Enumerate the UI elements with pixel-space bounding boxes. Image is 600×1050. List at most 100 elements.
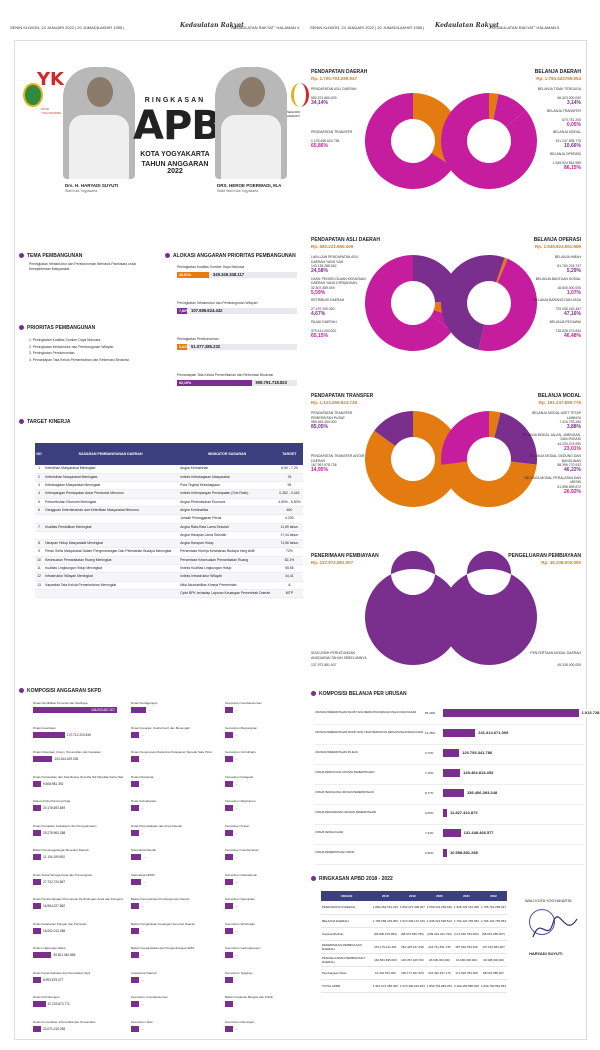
target-header-cell: NO xyxy=(35,443,44,465)
table-cell: Gangguan Ketenteraman dan Ketertiban Mas… xyxy=(43,506,179,516)
table-cell: Indeks Ketimpangan Pendapatan (Gini Rati… xyxy=(178,489,276,499)
table-row: 12 Infrastruktur Wilayah Meningkat Indeks … xyxy=(35,572,303,582)
skpd-value: 103.164.429.335 xyxy=(54,757,79,761)
hero-kicker: RINGKASAN xyxy=(144,97,206,104)
table-row: BELANJA DAERAH 1.795.668.229.006 1.970.336… xyxy=(321,914,507,928)
modal-label-value: 51.598.899.872 xyxy=(557,484,581,489)
urusan-bar: 131.448.466.577 xyxy=(443,829,495,837)
alokasi-title: ALOKASI ANGGARAN PRIORITAS PEMBANGUNAN xyxy=(165,253,296,259)
modal-label-name: BELANJA MODAL JALAN, JARINGAN, DAN IRIGA… xyxy=(521,432,581,442)
belanja-label-pct: 86,15% xyxy=(564,164,581,171)
skpd-item: Badan Pengelolaan Keuangan dan Aset Daer… xyxy=(131,922,221,947)
skpd-label: Badan Kepegawaian dan Pengembangan SDM xyxy=(131,946,195,950)
pendapatan-label-value: 582.221.660.409 xyxy=(311,96,337,100)
skpd-item: Dinas Pemberdayaan Perempuan Perlindunga… xyxy=(33,897,123,922)
donut-slice xyxy=(365,255,453,351)
skpd-label: Badan Penanggulangan Bencana Daerah xyxy=(33,848,89,852)
table-cell: 0,282 - 0,415 xyxy=(275,489,303,499)
skpd-label: Dinas Pariwisata xyxy=(131,774,154,779)
skpd-value: ... xyxy=(141,830,144,835)
modal-label-name: BELANJA MODAL PERALATAN DAN MESIN xyxy=(524,475,581,485)
pendapatan-title: PENDAPATAN DAERAH xyxy=(311,69,368,75)
prioritas-item: 3. Peningkatan Perekonomian. xyxy=(29,351,76,355)
donut-slice xyxy=(493,93,526,127)
mayor-name: Drs. H. HARYADI SUYUTI xyxy=(65,183,119,188)
table-row: Surplus/(Defisit) (96.806.079.983) (88.376… xyxy=(321,927,507,941)
skpd-item: Kemantren Wirobrajan... xyxy=(225,922,305,947)
skpd-value: ... xyxy=(235,830,238,835)
skpd-bar: ... xyxy=(131,878,146,885)
table-cell xyxy=(35,514,44,524)
modal-label-name: BELANJA MODAL GEDUNG DAN BANGUNAN xyxy=(529,454,581,463)
modal-label-pct: 3,88% xyxy=(566,424,581,430)
urusan-pct: 13,45% xyxy=(425,731,436,735)
alokasi-pct: 62,10% xyxy=(179,381,192,385)
pad-label-pct: 24,58% xyxy=(311,268,328,274)
operasi-label-pct: 5,29% xyxy=(566,268,581,274)
table-cell: Nilai Akuntabilitas Kinerja Pemerintah xyxy=(178,581,276,590)
belanja-label-name: BELANJA TRANSFER xyxy=(546,108,581,113)
pendapatan-label-pct: 34,14% xyxy=(311,100,328,106)
skpd-item: Dinas Pekerjaan Umum, Perumahan dan Kawa… xyxy=(33,750,123,775)
table-cell: Angka Pertumbuhan Ekonomi xyxy=(178,498,276,508)
urusan-row: UNSUR PEMERINTAHAN UMUM 0,59% 10.558.891.2… xyxy=(315,845,585,865)
bullet-icon xyxy=(19,253,24,259)
skpd-label: Badan Kesatuan Bangsa dan Politik xyxy=(225,995,273,999)
table-cell: Ketimpangan Pendapatan Antar Penduduk Me… xyxy=(43,489,179,499)
modal-total: Rp. 191.247.895.776 xyxy=(538,400,581,405)
skpd-value: 16.964.227.862 xyxy=(43,904,66,908)
table-cell: Angka Harapan Hidup xyxy=(178,539,276,549)
pad-label-name: PAJAK DAERAH xyxy=(311,319,337,324)
skpd-bar: ... xyxy=(225,903,238,909)
table-row: 9 Peran Serta Masyarakat Dalam Pengembang… xyxy=(35,547,303,557)
belanja-title: BELANJA DAERAH xyxy=(534,69,581,75)
ringkasan-table: URAIAN 2018 2019 2020 2021 2022 PENDAPATAN DA… xyxy=(321,891,507,993)
belanja-label-value: 56.323.000.000 xyxy=(557,96,581,100)
transfer-label-name: PENDAPATAN TRANSFER ANTAR DAERAH xyxy=(311,454,365,463)
skpd-value: ... xyxy=(141,757,144,761)
skpd-item: Dinas Koperasi, Usaha Kecil dan Menengah… xyxy=(131,726,221,751)
table-cell: Kualitas Pendidikan Meningkat xyxy=(43,523,179,532)
skpd-bar: ... xyxy=(225,829,238,836)
table-cell: 11,69 tahun xyxy=(275,523,303,532)
urusan-pct: 0,59% xyxy=(425,851,434,855)
skpd-value: 448.833.687.307 xyxy=(91,708,115,712)
skpd-item: Badan Kepegawaian dan Pengembangan SDM..… xyxy=(131,946,221,971)
skpd-label: Dinas Perdagangan xyxy=(131,701,158,705)
skpd-column-3: Kemantren Gondokusuman... Kemantren Merga… xyxy=(225,701,305,1044)
skpd-label: Dinas Sosial Tenaga Kerja dan Transmigra… xyxy=(33,872,92,877)
pad-label-value: 143.135.288.462 xyxy=(311,264,337,268)
skpd-bar: ... xyxy=(225,1025,238,1032)
skpd-label: Kemantren Jetis xyxy=(131,1019,153,1024)
skpd-label: Dinas Kebudayaan xyxy=(131,799,157,803)
table-cell: 49.338.000.000 xyxy=(479,953,507,967)
table-cell: Kebahagiaan Masyarakat Meningkat xyxy=(43,481,179,491)
table-row: 7 Kualitas Pendidikan Meningkat Angka Rata… xyxy=(35,523,303,532)
table-cell: Angka Kriminalitas xyxy=(178,506,276,516)
donut-slice xyxy=(489,255,505,283)
table-cell: Indeks Kualitas Lingkungan Hidup xyxy=(178,564,276,574)
skpd-item: Dinas Pendidikan Pemuda dan Olahraga 448.… xyxy=(33,701,123,726)
pendapatan-label-name: PENDAPATAN ASLI DAERAH xyxy=(311,87,357,91)
skpd-item: Dinas Perhubungan 67.233.870.771 xyxy=(33,995,123,1020)
urusan-value: 1.013.728.766.749 xyxy=(580,709,600,717)
table-row: 4 Ketimpangan Pendapatan Antar Penduduk M… xyxy=(35,489,303,499)
pad-label-pct: 5,59% xyxy=(311,289,326,296)
pendapatan-label-name: PENDAPATAN TRANSFER xyxy=(311,130,353,134)
skpd-bar: 8.993.879.077 xyxy=(33,976,63,983)
skpd-label: Kemantren Ngampilan xyxy=(225,897,255,901)
skpd-label: Dinas Koperasi, Usaha Kecil dan Menengah xyxy=(131,725,190,730)
prioritas-item: 1. Peningkatan Kualitas Sumber Daya Manu… xyxy=(29,338,101,342)
skpd-value: ... xyxy=(235,708,238,712)
target-header-cell: INDIKATOR SASARAN xyxy=(178,443,276,465)
urusan-bar: 11.827.422.873 xyxy=(443,809,479,817)
table-cell: 10 xyxy=(35,556,44,566)
urusan-name: URUSAN PEMERINTAHAN PILIHAN xyxy=(315,751,358,754)
operasi-total: Rp. 1.545.924.561.989 xyxy=(534,244,581,249)
urusan-name: UNSUR PENGAWASAN URUSAN PEMERINTAHAN xyxy=(315,811,377,814)
skpd-bar: ... xyxy=(131,707,151,713)
header-left-page: "KEDAULATAN RAKYAT" HALAMAN 4 xyxy=(230,25,300,30)
urusan-row: URUSAN PEMERINTAHAN PILIHAN 6,73% 120.793.… xyxy=(315,745,585,765)
table-cell: 1.599.432.269.646 xyxy=(425,901,453,915)
skpd-item: Sekretariat DPRD... xyxy=(131,873,221,898)
